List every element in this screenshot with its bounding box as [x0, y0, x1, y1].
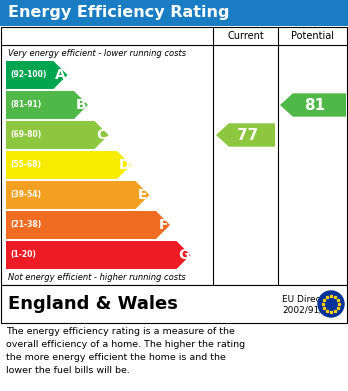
- Text: D: D: [118, 158, 130, 172]
- Text: Very energy efficient - lower running costs: Very energy efficient - lower running co…: [8, 48, 186, 57]
- Polygon shape: [280, 93, 346, 117]
- Polygon shape: [6, 61, 68, 89]
- Bar: [0, 0, 348, 26]
- Bar: [1, 285, 347, 323]
- Text: 77: 77: [237, 127, 258, 142]
- Polygon shape: [216, 123, 275, 147]
- Text: (69-80): (69-80): [10, 131, 41, 140]
- Polygon shape: [6, 211, 170, 239]
- Text: Energy Efficiency Rating: Energy Efficiency Rating: [8, 5, 229, 20]
- Text: (21-38): (21-38): [10, 221, 41, 230]
- Text: (81-91): (81-91): [10, 100, 41, 109]
- Text: EU Directive: EU Directive: [282, 296, 338, 305]
- Circle shape: [318, 291, 344, 317]
- Text: C: C: [96, 128, 106, 142]
- Text: (55-68): (55-68): [10, 160, 41, 170]
- Text: A: A: [55, 68, 66, 82]
- Text: G: G: [178, 248, 189, 262]
- Text: England & Wales: England & Wales: [8, 295, 178, 313]
- Text: Current: Current: [227, 31, 264, 41]
- Text: B: B: [76, 98, 86, 112]
- Text: Potential: Potential: [292, 31, 334, 41]
- Polygon shape: [6, 181, 150, 209]
- Bar: [1, 27, 347, 285]
- Text: (39-54): (39-54): [10, 190, 41, 199]
- Text: (1-20): (1-20): [10, 251, 36, 260]
- Text: 81: 81: [304, 97, 325, 113]
- Text: (92-100): (92-100): [10, 70, 46, 79]
- Text: Not energy efficient - higher running costs: Not energy efficient - higher running co…: [8, 273, 186, 283]
- Text: 2002/91/EC: 2002/91/EC: [282, 305, 334, 314]
- Polygon shape: [6, 91, 88, 119]
- Polygon shape: [6, 121, 109, 149]
- Text: F: F: [158, 218, 168, 232]
- Polygon shape: [6, 151, 131, 179]
- Text: The energy efficiency rating is a measure of the
overall efficiency of a home. T: The energy efficiency rating is a measur…: [6, 327, 245, 375]
- Polygon shape: [6, 241, 190, 269]
- Text: E: E: [138, 188, 147, 202]
